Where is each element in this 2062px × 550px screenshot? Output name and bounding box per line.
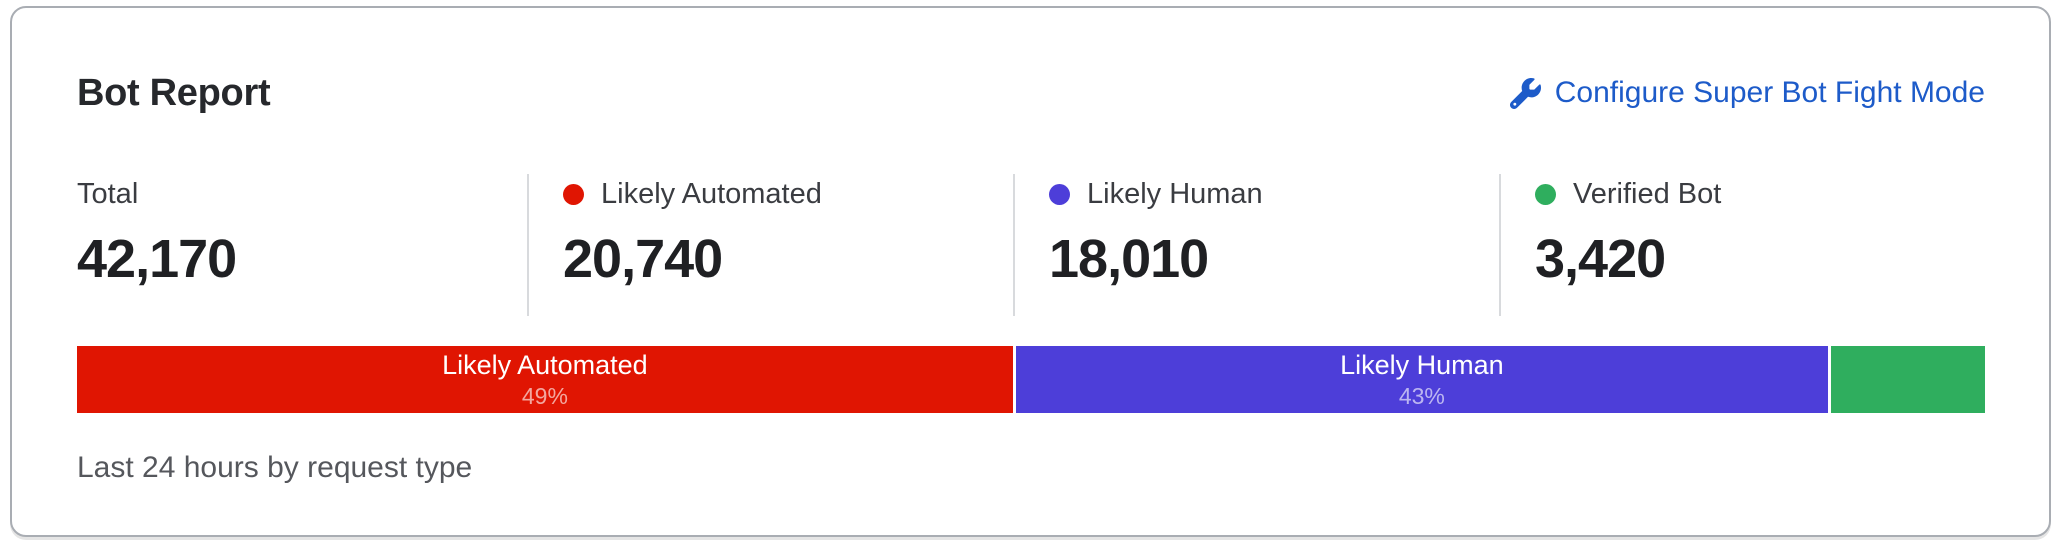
stat-value: 20,740 (563, 229, 723, 289)
configure-link-label: Configure Super Bot Fight Mode (1554, 76, 1985, 109)
wrench-icon (1509, 77, 1541, 109)
configure-super-bot-fight-mode-link[interactable]: Configure Super Bot Fight Mode (1509, 76, 1985, 110)
stat-label-row: Total (77, 176, 527, 212)
stat-label: Verified Bot (1573, 177, 1722, 210)
stacked-bar: Likely Automated 49% Likely Human 43% (77, 346, 1985, 413)
stat-label-row: Verified Bot (1535, 176, 1985, 212)
stat-label: Likely Automated (601, 177, 822, 210)
stat-value: 3,420 (1535, 229, 1666, 289)
bar-segment-label: Likely Human (1340, 349, 1504, 380)
stat-likely-human: Likely Human 18,010 (1013, 174, 1499, 316)
likely-automated-dot-icon (563, 183, 584, 205)
stat-total: Total 42,170 (77, 174, 527, 316)
likely-human-dot-icon (1049, 183, 1070, 205)
stat-label-row: Likely Human (1049, 176, 1499, 212)
bar-segment-likely-automated: Likely Automated 49% (77, 346, 1013, 413)
stat-value: 42,170 (77, 229, 237, 289)
stat-label-row: Likely Automated (563, 176, 1013, 212)
stat-value: 18,010 (1049, 229, 1209, 289)
footer-note: Last 24 hours by request type (77, 451, 473, 484)
stat-verified-bot: Verified Bot 3,420 (1499, 174, 1985, 316)
bar-segment-label: Likely Automated (442, 349, 648, 380)
card-header: Bot Report Configure Super Bot Fight Mod… (77, 70, 1985, 116)
page-title: Bot Report (77, 72, 271, 114)
stat-label: Likely Human (1087, 177, 1263, 210)
verified-bot-dot-icon (1535, 183, 1556, 205)
stat-likely-automated: Likely Automated 20,740 (527, 174, 1013, 316)
stat-label: Total (77, 177, 139, 210)
stats-row: Total 42,170 Likely Automated 20,740 Lik… (77, 174, 1985, 316)
bar-segment-likely-human: Likely Human 43% (1015, 346, 1828, 413)
bot-report-card: Bot Report Configure Super Bot Fight Mod… (10, 6, 2051, 537)
bar-segment-percent: 43% (1398, 382, 1445, 409)
bar-segment-verified-bot (1830, 346, 1985, 413)
bar-segment-percent: 49% (521, 382, 568, 409)
